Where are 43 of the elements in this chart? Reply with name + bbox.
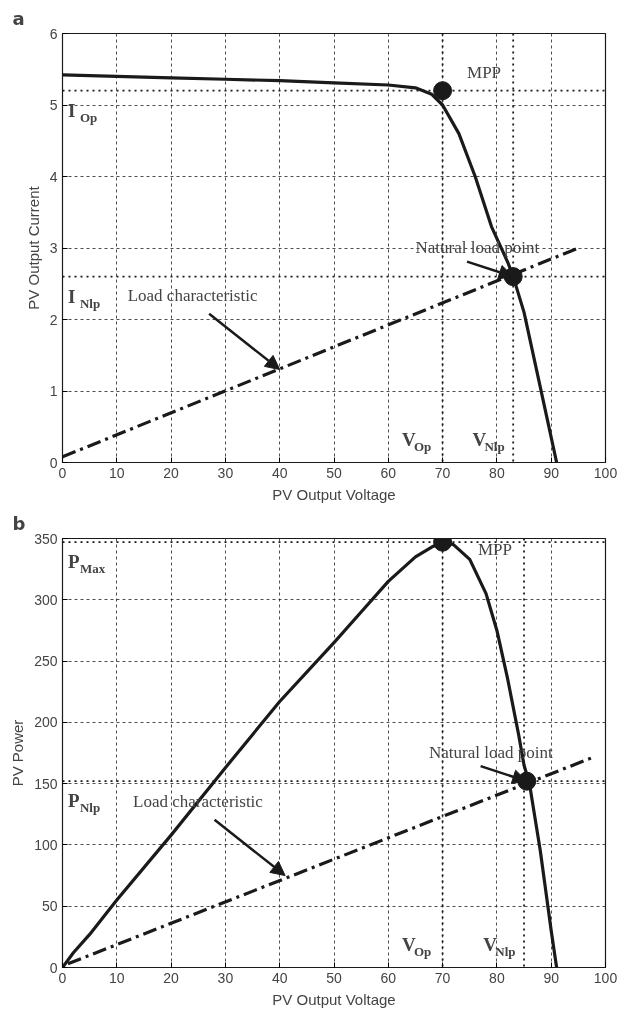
- y-tick-label: 100: [34, 836, 58, 853]
- x-tick-label: 20: [163, 969, 180, 986]
- x-tick-label: 10: [109, 464, 125, 481]
- x-tick-label: 40: [271, 969, 288, 986]
- y-tick-label: 300: [34, 591, 58, 608]
- y-tick-label: 1: [49, 383, 58, 399]
- x-tick-label: 90: [543, 969, 560, 986]
- y-tick-label: 3: [49, 240, 58, 256]
- chart-title: b: [12, 512, 26, 534]
- x-tick-label: 50: [326, 464, 342, 481]
- y-tick-label: 2: [49, 311, 58, 328]
- x-tick-label: 30: [217, 969, 234, 986]
- x-tick-label: 100: [593, 969, 618, 986]
- x-tick-label: 20: [163, 464, 180, 481]
- y-tick-label: 200: [34, 714, 58, 731]
- x-tick-label: 100: [593, 464, 618, 481]
- y-tick-label: 150: [34, 775, 58, 792]
- annotation: Load characteristic: [127, 286, 258, 306]
- y-tick-label: 5: [49, 97, 58, 113]
- x-tick-label: 40: [271, 464, 288, 481]
- y-tick-label: 350: [34, 530, 58, 547]
- annotation: Natural load point: [415, 238, 540, 258]
- x-axis-title: PV Output Voltage: [272, 990, 396, 1008]
- x-tick-label: 80: [489, 969, 505, 986]
- x-tick-label: 70: [434, 969, 451, 986]
- y-axis-title: PV Output Current: [24, 185, 42, 310]
- x-tick-label: 60: [380, 464, 397, 481]
- y-tick-label: 50: [41, 898, 58, 915]
- x-tick-label: 60: [380, 969, 397, 986]
- chart-title: a: [12, 7, 25, 29]
- annotation: MPP: [477, 540, 512, 560]
- x-tick-label: 80: [489, 464, 505, 481]
- x-tick-label: 50: [326, 969, 342, 986]
- x-tick-label: 70: [434, 464, 451, 481]
- y-tick-label: 4: [49, 168, 58, 185]
- y-tick-label: 6: [49, 25, 58, 42]
- x-tick-label: 10: [109, 969, 125, 986]
- y-axis-title: PV Power: [9, 719, 27, 787]
- x-tick-label: 30: [217, 464, 234, 481]
- annotation: MPP: [467, 63, 502, 83]
- y-tick-label: 250: [34, 653, 58, 670]
- x-axis-title: PV Output Voltage: [272, 485, 396, 503]
- x-tick-label: 90: [543, 464, 560, 481]
